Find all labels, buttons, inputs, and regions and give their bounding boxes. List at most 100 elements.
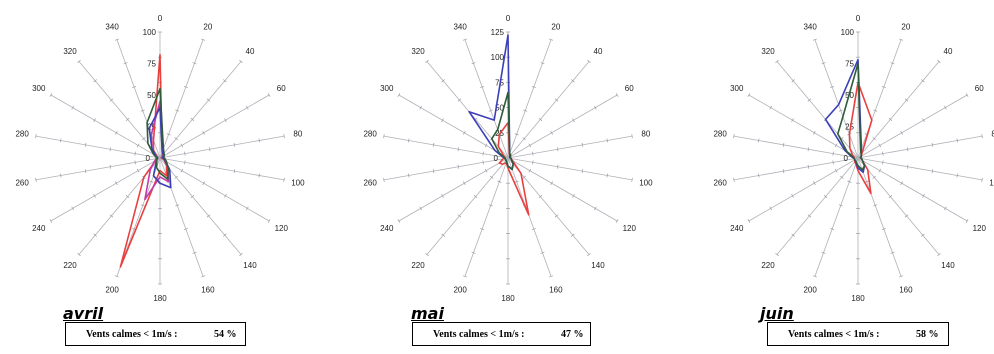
spoke-120 [507,157,618,222]
wind-rose-mai: 0 20 40 60 80 100 120 140 160 180 200 220 240 260 280 3… [363,14,653,303]
spoke-tick [192,62,197,65]
spoke-tick [899,38,904,41]
series-polygon-2 [836,62,866,171]
spoke-tick [758,173,760,178]
spoke-tick [419,206,423,211]
spoke-tick [554,98,559,102]
spoke-tick [904,98,909,102]
spoke-tick [838,109,843,112]
spoke-tick [813,130,816,135]
spoke-tick [733,134,735,139]
spoke-tick [615,93,619,97]
spoke-tick [791,79,795,83]
spoke-140 [159,157,242,255]
spoke-tick [201,275,206,278]
spoke-tick [981,134,983,139]
spoke-tick [514,180,519,183]
spoke-tick [471,62,476,65]
spoke-tick [245,206,249,211]
spoke-tick [581,142,584,147]
spoke-tick [35,134,37,139]
spoke-tick [457,214,462,218]
angle-label: 320 [63,47,77,56]
spoke-tick [149,180,154,183]
spoke-tick [631,177,633,182]
spoke-tick [906,164,909,169]
spoke-tick [184,151,186,156]
spoke-tick [35,177,37,182]
calm-winds-box-mai: Vents calmes < 1m/s : 47 % [412,322,591,346]
spoke-tick [878,143,882,148]
spoke-tick [550,130,553,135]
spoke-tick [49,93,53,97]
spoke-tick [183,228,188,231]
spoke-tick [531,85,536,88]
spoke-tick [965,219,969,223]
angle-label: 140 [941,261,955,270]
spoke-320 [426,61,509,159]
spoke-tick [522,175,526,179]
angle-label: 180 [851,294,865,303]
spoke-tick [109,98,114,102]
spoke-tick [540,251,545,254]
angle-label: 100 [639,178,653,187]
angle-label: 320 [411,47,425,56]
angle-label: 140 [591,261,605,270]
spoke-tick [223,233,227,237]
spoke-tick [397,219,401,223]
spoke-tick [463,181,466,186]
spoke-tick [109,164,112,169]
angle-label: 100 [291,178,305,187]
spoke-tick [441,193,444,198]
month-label-juin: juin [760,304,794,323]
spoke-tick [832,151,834,156]
angle-label: 260 [363,178,377,187]
spoke-tick [190,117,195,121]
spoke-tick [497,180,502,183]
spoke-120 [159,157,270,222]
spoke-tick [482,151,484,156]
spoke-tick [140,204,145,207]
spoke-tick [807,147,810,152]
angle-label: 20 [901,22,910,31]
radial-tick-label: 100 [841,28,855,37]
spoke-tick [201,38,206,41]
spoke-tick [71,206,75,211]
spoke-tick [531,228,536,231]
spoke-tick [142,137,146,141]
angle-label: 260 [15,178,29,187]
spoke-200 [464,157,509,277]
spoke-tick [202,130,205,135]
calm-winds-value: 58 % [916,328,939,340]
angle-label: 300 [730,84,744,93]
spoke-tick [462,38,467,41]
spoke-tick [872,175,876,179]
spoke-tick [174,175,178,179]
spoke-tick [556,147,559,152]
spoke-200 [814,157,859,277]
spoke-tick [462,275,467,278]
spoke-tick [480,228,485,231]
calm-winds-label: Vents calmes < 1m/s : [433,328,525,340]
spoke-60 [159,94,270,159]
spoke-tick [899,275,904,278]
spoke-tick [807,214,812,218]
spoke-tick [175,109,180,112]
spoke-tick [747,219,751,223]
spoke-tick [488,204,493,207]
spoke-20 [857,39,902,159]
spoke-40 [507,61,590,159]
spoke-tick [484,143,488,148]
spoke-tick [114,275,119,278]
spoke-tick [807,98,812,102]
spoke-tick [943,206,947,211]
spoke-220 [776,157,859,255]
spoke-tick [432,169,435,174]
spoke-tick [202,181,205,186]
spoke-tick [838,204,843,207]
spoke-tick [93,233,97,237]
spoke-tick [425,252,429,257]
angle-label: 40 [944,47,953,56]
spoke-100 [857,157,983,181]
spoke-tick [830,85,835,88]
